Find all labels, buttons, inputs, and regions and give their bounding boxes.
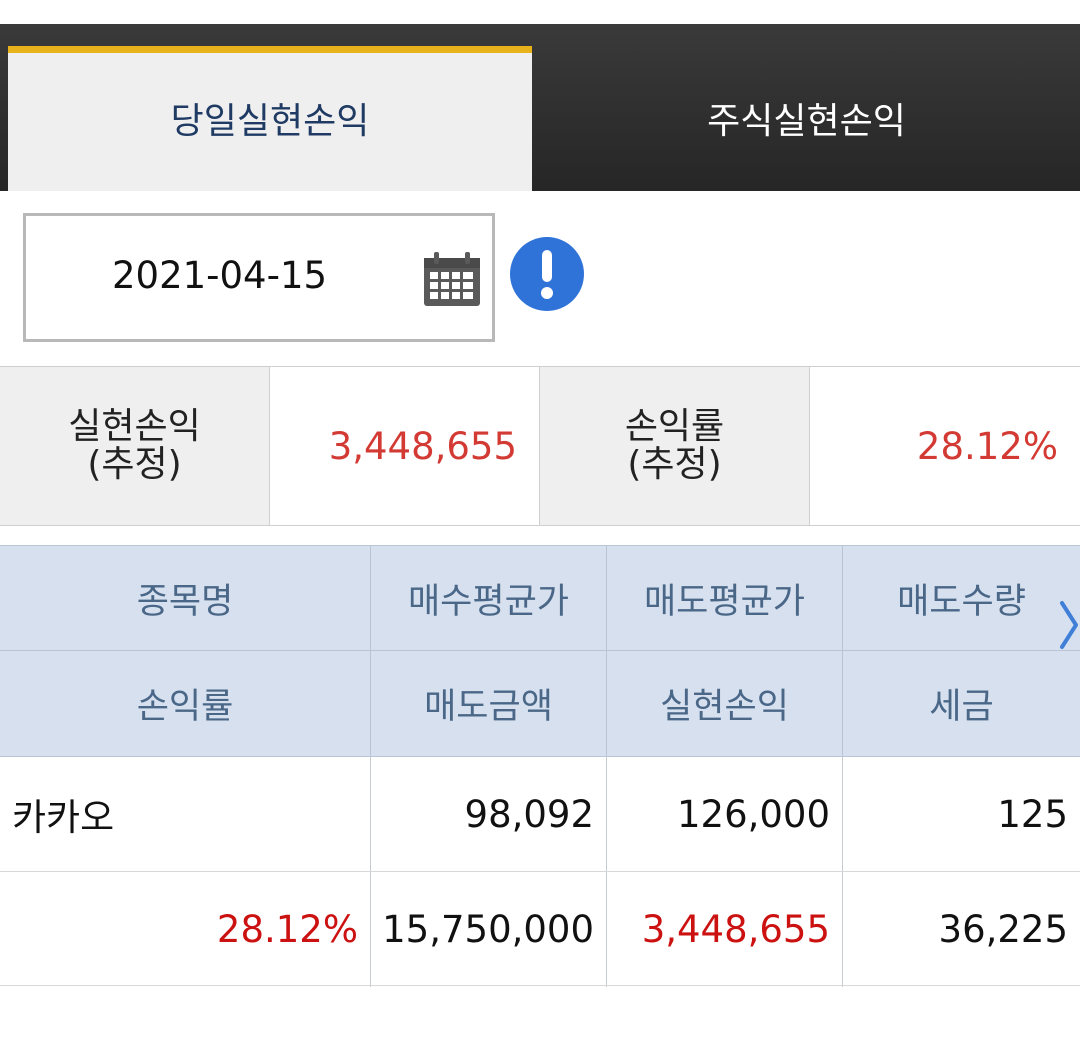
cell-sell-qty: 125 [843, 757, 1080, 871]
header-sell-qty: 매도수량 [843, 546, 1080, 650]
cell-stock-name: 카카오 [0, 757, 371, 871]
rate-label-line1: 손익률 [625, 408, 724, 446]
calendar-icon[interactable] [422, 252, 482, 308]
header-avg-sell: 매도평균가 [607, 546, 843, 650]
cell-realized: 3,448,655 [607, 872, 843, 987]
table-bottom-border [0, 985, 1080, 986]
table-row[interactable]: 28.12% 15,750,000 3,448,655 36,225 [0, 872, 1080, 987]
summary-panel: 실현손익 (추정) 3,448,655 손익률 (추정) 28.12% [0, 366, 1080, 526]
header-rate: 손익률 [0, 651, 371, 756]
tab-bar: 당일실현손익 주식실현손익 [0, 24, 1080, 191]
table-row[interactable]: 카카오 98,092 126,000 125 [0, 757, 1080, 872]
date-picker-field[interactable]: 2021-04-15 [23, 213, 495, 342]
rate-value: 28.12% [810, 367, 1080, 525]
header-stock-name: 종목명 [0, 546, 371, 650]
header-avg-buy: 매수평균가 [371, 546, 607, 650]
cell-sell-amount: 15,750,000 [371, 872, 607, 987]
rate-label-line2: (추정) [627, 446, 721, 484]
table-header-row-2: 손익률 매도금액 실현손익 세금 [0, 651, 1080, 757]
cell-tax: 36,225 [843, 872, 1080, 987]
realized-value: 3,448,655 [270, 367, 540, 525]
tab-daily-realized[interactable]: 당일실현손익 [8, 46, 532, 191]
info-icon[interactable] [509, 236, 585, 312]
realized-label-line1: 실현손익 [68, 408, 200, 446]
date-value: 2021-04-15 [112, 254, 327, 297]
cell-rate: 28.12% [0, 872, 371, 987]
chevron-right-icon[interactable] [1058, 599, 1080, 651]
top-strip [0, 0, 1080, 24]
header-sell-amount: 매도금액 [371, 651, 607, 756]
realized-label: 실현손익 (추정) [0, 367, 270, 525]
tab-stock-realized-label: 주식실현손익 [707, 92, 906, 144]
realized-value-text: 3,448,655 [329, 425, 517, 468]
rate-value-text: 28.12% [917, 425, 1058, 468]
table-header-row-1: 종목명 매수평균가 매도평균가 매도수량 [0, 545, 1080, 651]
rate-label: 손익률 (추정) [540, 367, 810, 525]
realized-label-line2: (추정) [87, 446, 181, 484]
cell-avg-buy: 98,092 [371, 757, 607, 871]
header-realized: 실현손익 [607, 651, 843, 756]
cell-avg-sell: 126,000 [607, 757, 843, 871]
header-tax: 세금 [843, 651, 1080, 756]
tab-stock-realized[interactable]: 주식실현손익 [533, 24, 1080, 191]
tab-daily-realized-label: 당일실현손익 [171, 92, 370, 144]
